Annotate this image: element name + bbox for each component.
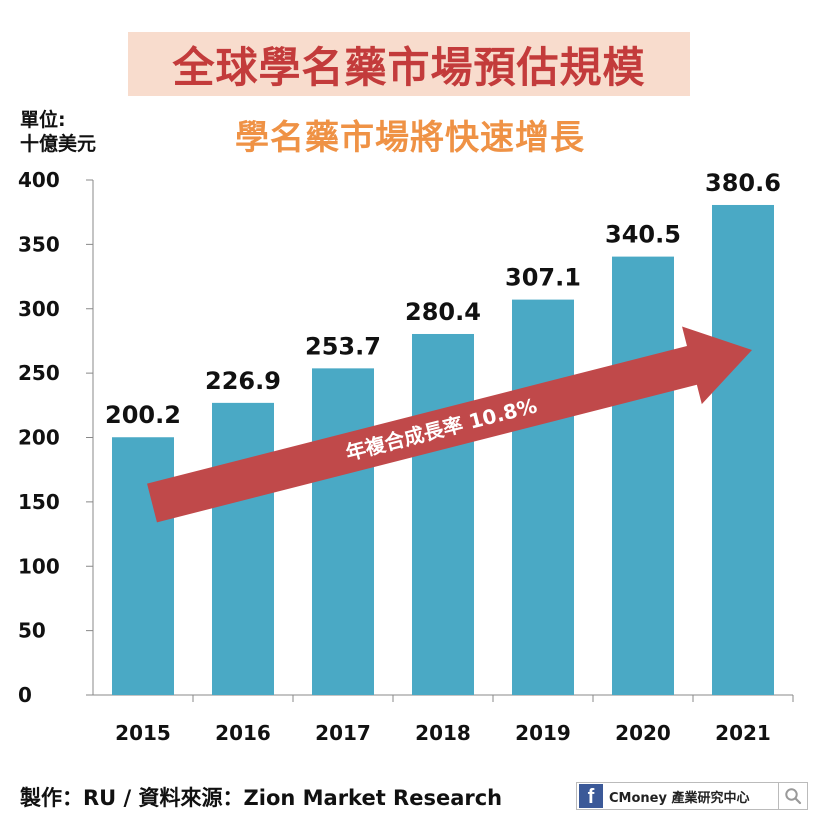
y-tick-label: 300 (18, 297, 60, 321)
x-tick-label: 2018 (415, 721, 471, 745)
chart-title: 全球學名藥市場預估規模 (172, 42, 646, 92)
x-tick-label: 2017 (315, 721, 371, 745)
bar-2015 (112, 437, 174, 695)
data-label: 280.4 (405, 298, 481, 326)
y-tick-label: 400 (18, 168, 60, 192)
x-tick-label: 2016 (215, 721, 271, 745)
facebook-icon: f (579, 784, 603, 808)
x-tick-label: 2021 (715, 721, 771, 745)
bar-2017 (312, 368, 374, 695)
unit-line-2: 十億美元 (20, 133, 97, 155)
bar-2018 (412, 333, 474, 695)
bar-2019 (512, 299, 574, 695)
y-tick-label: 50 (18, 619, 46, 643)
bar-2020 (612, 256, 674, 695)
unit-line-1: 單位: (20, 109, 66, 131)
data-label: 307.1 (505, 264, 581, 292)
brand-badge[interactable]: f CMoney 產業研究中心 (576, 782, 808, 810)
data-label: 253.7 (305, 332, 381, 360)
bar-2016 (212, 402, 274, 695)
title-banner: 全球學名藥市場預估規模 (128, 32, 690, 96)
data-label: 340.5 (605, 221, 681, 249)
source-footer: 製作：RU / 資料來源：Zion Market Research (20, 786, 503, 810)
x-tick-label: 2019 (515, 721, 571, 745)
y-tick-label: 200 (18, 426, 60, 450)
bar-2021 (712, 204, 774, 696)
y-tick-label: 100 (18, 554, 60, 578)
unit-label: 單位: 十億美元 (20, 108, 96, 156)
chart-subtitle: 學名藥市場將快速增長 (235, 118, 585, 158)
y-tick-label: 150 (18, 490, 60, 514)
data-label: 226.9 (205, 367, 281, 395)
data-label: 200.2 (105, 401, 181, 429)
x-tick-label: 2020 (615, 721, 671, 745)
y-tick-label: 250 (18, 361, 60, 385)
brand-name: CMoney 產業研究中心 (609, 790, 750, 806)
y-tick-label: 350 (18, 232, 60, 256)
trend-arrow-shape (147, 326, 753, 523)
y-tick-label: 0 (18, 683, 32, 707)
x-tick-label: 2015 (115, 721, 171, 745)
search-icon[interactable] (778, 783, 807, 809)
data-label: 380.6 (705, 169, 781, 197)
